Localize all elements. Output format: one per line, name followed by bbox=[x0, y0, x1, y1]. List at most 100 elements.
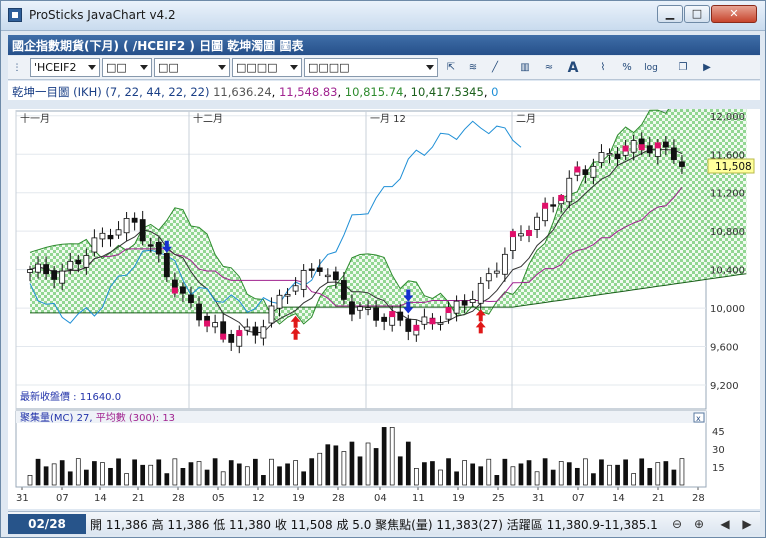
volume-bar bbox=[397, 456, 403, 486]
candle-body bbox=[252, 326, 259, 336]
play-icon[interactable]: ▶ bbox=[703, 62, 711, 73]
period-select[interactable]: □□ bbox=[102, 58, 152, 77]
volume-bar bbox=[172, 458, 178, 486]
chart-title-bar: 國企指數期貨(下月) ( /HCEIF2 ) 日圖 乾坤濁圖 圖表 bbox=[8, 35, 760, 55]
percent-icon[interactable]: % bbox=[622, 62, 632, 73]
candle-body bbox=[316, 267, 323, 272]
volume-bar bbox=[220, 471, 226, 486]
volume-bar bbox=[277, 466, 282, 486]
draw-line-icon[interactable]: ╱ bbox=[491, 62, 499, 73]
minimize-button[interactable]: ▁ bbox=[657, 5, 683, 23]
volume-bar bbox=[236, 463, 242, 486]
volume-bar bbox=[639, 458, 645, 486]
candle-body bbox=[35, 263, 41, 273]
candle-body bbox=[332, 271, 339, 281]
status-quote: 開 11,386 高 11,386 低 11,380 收 11,508 成 5.… bbox=[90, 518, 658, 532]
volume-bar bbox=[671, 469, 677, 486]
candle-body bbox=[212, 322, 219, 328]
buy-arrow-icon bbox=[475, 309, 486, 322]
candle-body bbox=[461, 300, 468, 306]
chart-area[interactable]: 12,000 11,600 11,200 10,800 10,400 10,000 9,60… bbox=[8, 58, 760, 509]
compare-icon[interactable]: ≈ bbox=[544, 62, 554, 73]
x-tick-label: 07 bbox=[572, 493, 585, 504]
status-time: 02/28 16:14 bbox=[8, 514, 86, 551]
volume-bar bbox=[285, 463, 290, 486]
volume-bar bbox=[470, 463, 476, 486]
indicator-select[interactable]: □□□□ bbox=[232, 58, 302, 77]
candle-body bbox=[566, 177, 573, 203]
scroll-left-icon[interactable]: ◀ bbox=[720, 517, 730, 531]
candle-body bbox=[381, 316, 388, 322]
symbol-select[interactable]: 'HCEIF2 bbox=[30, 58, 100, 77]
candle-body bbox=[365, 307, 371, 310]
candle-body bbox=[27, 269, 33, 273]
font-icon[interactable]: A bbox=[567, 60, 579, 76]
candle-body bbox=[196, 303, 202, 321]
volume-bar bbox=[615, 464, 620, 486]
volume-bar bbox=[309, 458, 315, 486]
price-chart[interactable]: 12,000 11,600 11,200 10,800 10,400 10,000 9,60… bbox=[8, 58, 760, 509]
app-window: ProSticks JavaChart v4.2 ▁ □ ✕ 國企指數期貨(下月… bbox=[0, 0, 766, 538]
month-label: 十二月 bbox=[193, 112, 223, 125]
volume-bar bbox=[494, 475, 500, 486]
candle-body bbox=[453, 300, 460, 314]
line-chart-icon[interactable]: ⌇ bbox=[600, 62, 606, 73]
signal-marker bbox=[509, 231, 516, 238]
volume-bar bbox=[422, 462, 427, 486]
candle-body bbox=[534, 216, 540, 230]
current-price-label: 11,508 bbox=[715, 161, 752, 173]
month-label: 十一月 bbox=[20, 112, 50, 125]
x-tick-label: 25 bbox=[492, 493, 505, 504]
chikou-line bbox=[29, 120, 522, 324]
signal-marker bbox=[622, 145, 629, 152]
chart-style-icon[interactable]: ≋ bbox=[468, 62, 478, 73]
candle-body bbox=[228, 333, 235, 343]
month-label: 二月 bbox=[516, 113, 536, 125]
y-tick-label: 10,800 bbox=[710, 227, 745, 238]
study-select[interactable]: □□□□ bbox=[304, 58, 438, 77]
volume-bar bbox=[83, 469, 89, 486]
volume-bar bbox=[212, 458, 218, 486]
signal-marker bbox=[542, 202, 549, 209]
log-scale-icon[interactable]: log bbox=[644, 63, 658, 73]
scroll-right-icon[interactable]: ▶ bbox=[742, 517, 752, 531]
zoom-in-icon[interactable]: ⊕ bbox=[693, 517, 705, 531]
chart-type-select[interactable]: □□ bbox=[154, 58, 230, 77]
volume-bar bbox=[381, 427, 387, 486]
volume-bar bbox=[51, 463, 57, 486]
x-tick-label: 07 bbox=[56, 493, 69, 504]
volume-main-value: 27 bbox=[77, 413, 90, 424]
volume-bar bbox=[301, 471, 307, 486]
latest-close-note: 最新收盤價 : 11640.0 bbox=[20, 390, 121, 403]
x-tick-label: 28 bbox=[692, 493, 705, 504]
volume-bar bbox=[196, 461, 202, 486]
grip-icon: ⋮ bbox=[12, 63, 22, 73]
y-tick-label: 11,600 bbox=[710, 150, 745, 161]
volume-bar bbox=[148, 464, 154, 486]
candle-body bbox=[421, 316, 428, 325]
bar-chart-icon[interactable]: ▥ bbox=[520, 62, 530, 73]
candle-body bbox=[341, 280, 347, 300]
window-icon[interactable]: ❐ bbox=[678, 62, 688, 73]
volume-main-label: 聚集量(MC) bbox=[20, 411, 74, 424]
cursor-icon[interactable]: ⇱ bbox=[446, 62, 456, 73]
candle-body bbox=[131, 217, 138, 223]
volume-bar bbox=[27, 475, 33, 486]
volume-bar bbox=[518, 463, 524, 486]
candle-body bbox=[679, 161, 685, 167]
kijun-line bbox=[29, 186, 683, 307]
zoom-out-icon[interactable]: ⊖ bbox=[671, 517, 683, 531]
maximize-button[interactable]: □ bbox=[684, 5, 710, 23]
volume-bar bbox=[486, 458, 492, 486]
volume-panel-close-icon[interactable] bbox=[693, 412, 705, 423]
volume-bar bbox=[132, 459, 137, 486]
status-bar: 02/28 16:14 開 11,386 高 11,386 低 11,380 收… bbox=[8, 511, 760, 551]
signal-marker bbox=[220, 333, 227, 340]
buy-arrow-icon bbox=[290, 327, 301, 340]
volume-bar bbox=[510, 466, 516, 486]
candle-body bbox=[115, 229, 122, 236]
close-button[interactable]: ✕ bbox=[711, 5, 757, 23]
volume-bar bbox=[583, 458, 588, 486]
volume-bar bbox=[293, 460, 298, 486]
candle-body bbox=[99, 232, 106, 240]
